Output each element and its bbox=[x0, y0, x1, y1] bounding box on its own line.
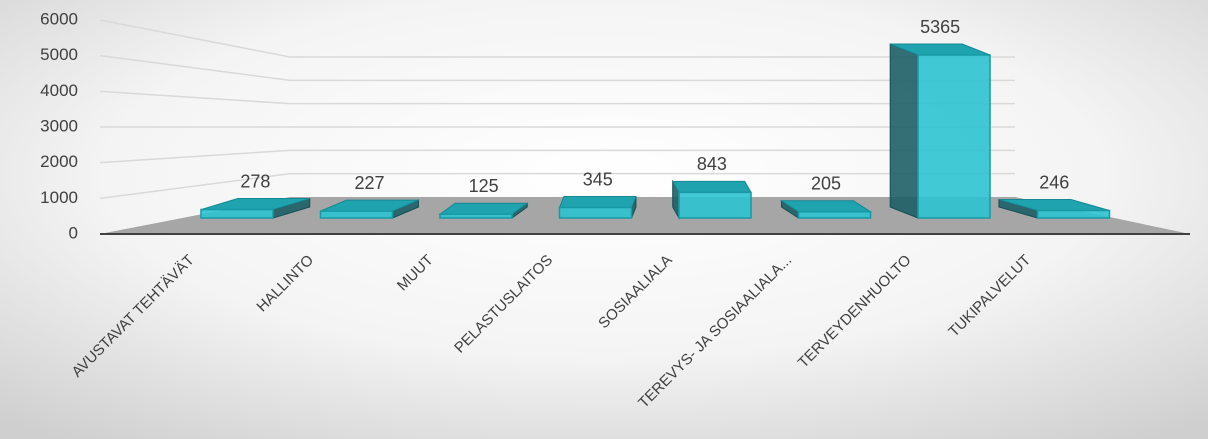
grid-segment bbox=[99, 149, 1015, 164]
bar-top bbox=[438, 202, 529, 215]
grid-segment bbox=[99, 90, 1015, 105]
bar bbox=[200, 197, 311, 219]
bar-top bbox=[671, 180, 752, 193]
value-label: 843 bbox=[697, 154, 727, 174]
y-tick-label: 0 bbox=[69, 223, 78, 242]
value-label: 205 bbox=[811, 174, 841, 194]
value-label: 278 bbox=[240, 171, 270, 191]
bar-front bbox=[200, 208, 274, 219]
y-tick-label: 2000 bbox=[40, 152, 78, 171]
grid-segment bbox=[99, 19, 1015, 58]
bar-front bbox=[678, 191, 752, 219]
grid-line bbox=[99, 172, 1015, 200]
y-tick-label: 4000 bbox=[40, 81, 78, 100]
grid-line bbox=[99, 19, 1015, 58]
bar-front bbox=[797, 211, 872, 219]
bar bbox=[998, 198, 1111, 219]
bar-front bbox=[1036, 209, 1111, 219]
grid-segment bbox=[99, 54, 1015, 82]
bar-top bbox=[558, 196, 637, 209]
bar-front bbox=[917, 54, 991, 219]
bar-side bbox=[889, 43, 919, 219]
bar bbox=[558, 196, 637, 219]
bar-front bbox=[439, 213, 513, 219]
bar bbox=[438, 202, 529, 219]
y-tick-label: 3000 bbox=[40, 116, 78, 135]
grid-line bbox=[99, 90, 1015, 105]
bar-front bbox=[558, 206, 633, 219]
grid-line bbox=[99, 54, 1015, 82]
value-label: 227 bbox=[354, 173, 384, 193]
y-tick-label: 6000 bbox=[40, 9, 78, 28]
bar bbox=[671, 179, 752, 220]
value-label: 5365 bbox=[920, 17, 960, 37]
y-tick-label: 5000 bbox=[40, 45, 78, 64]
bar-front bbox=[319, 210, 394, 219]
value-label: 246 bbox=[1039, 172, 1069, 192]
bar bbox=[319, 199, 419, 219]
y-tick-label: 1000 bbox=[40, 188, 78, 207]
value-label: 125 bbox=[469, 176, 499, 196]
grid-line bbox=[99, 149, 1015, 164]
bar bbox=[889, 43, 991, 219]
grid-segment bbox=[99, 172, 1015, 200]
value-label: 345 bbox=[583, 169, 613, 189]
bar bbox=[779, 199, 873, 219]
